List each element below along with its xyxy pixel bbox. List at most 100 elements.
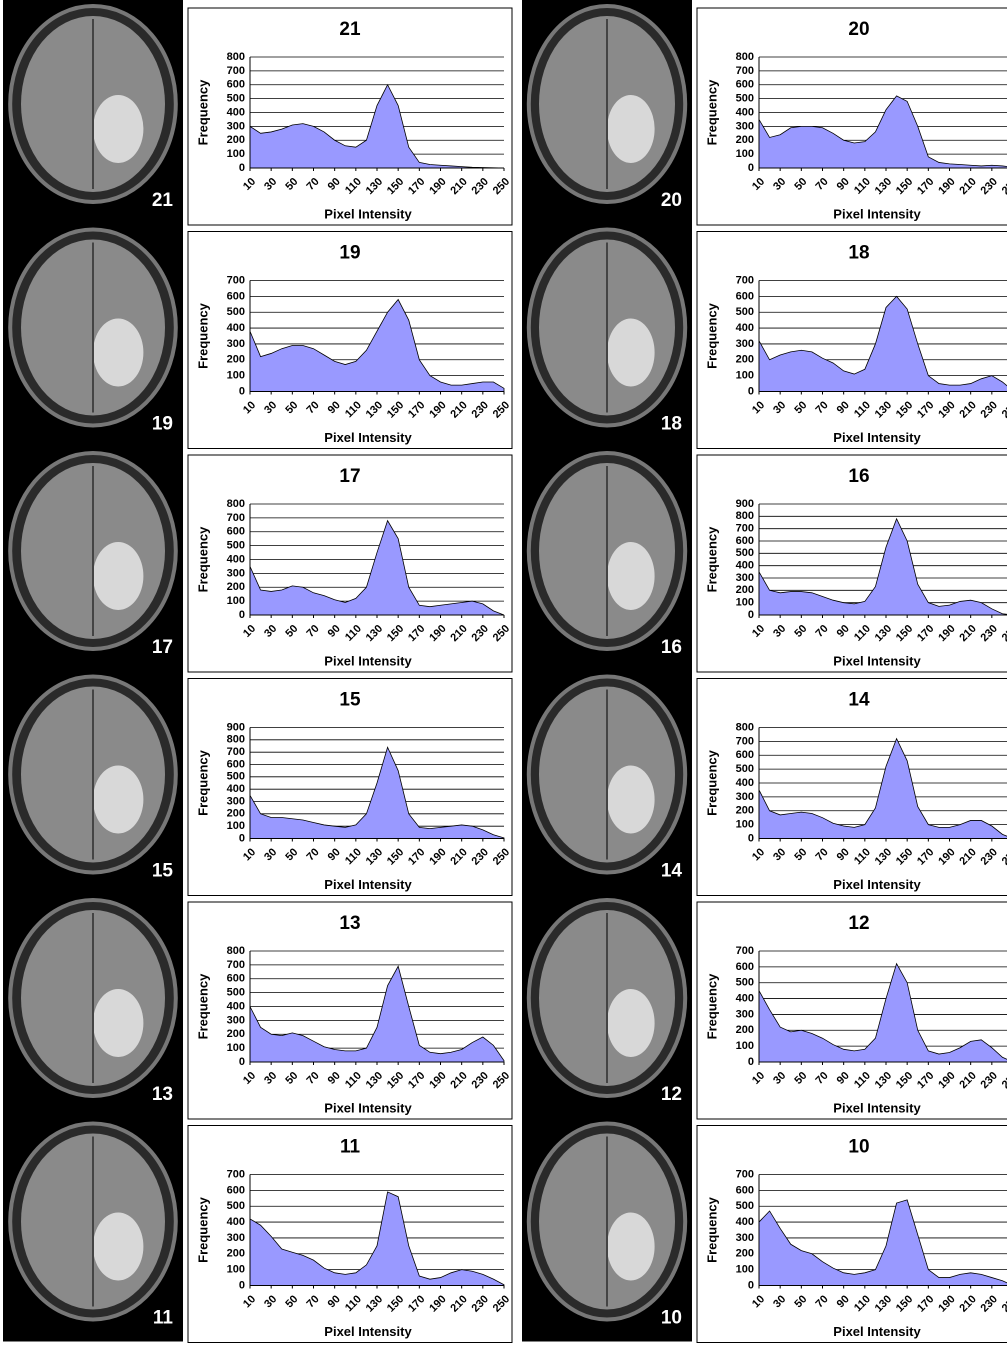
y-tick-label: 600	[736, 79, 754, 91]
y-tick-label: 300	[736, 791, 754, 803]
image-label: 11	[153, 1308, 174, 1329]
image-label: 20	[661, 190, 682, 211]
chart-title: 11	[340, 1137, 361, 1158]
x-axis-label: Pixel Intensity	[833, 206, 921, 221]
y-tick-label: 800	[736, 721, 754, 733]
y-tick-label: 500	[736, 93, 754, 105]
y-tick-label: 700	[736, 945, 754, 957]
y-tick-label: 600	[227, 526, 245, 538]
y-tick-label: 700	[736, 523, 754, 535]
y-tick-label: 700	[227, 1168, 245, 1180]
y-tick-label: 0	[239, 162, 245, 174]
y-tick-label: 700	[227, 65, 245, 77]
x-axis-label: Pixel Intensity	[324, 430, 412, 445]
y-tick-label: 0	[748, 162, 754, 174]
y-tick-label: 400	[736, 106, 754, 118]
y-tick-label: 200	[227, 581, 245, 593]
y-axis-label: Frequency	[704, 79, 719, 146]
y-tick-label: 600	[227, 1184, 245, 1196]
x-axis-label: Pixel Intensity	[324, 1324, 412, 1339]
y-tick-label: 400	[736, 1216, 754, 1228]
lesion	[93, 319, 143, 387]
y-tick-label: 700	[227, 746, 245, 758]
y-tick-label: 700	[227, 274, 245, 286]
y-tick-label: 400	[736, 560, 754, 572]
y-tick-label: 100	[227, 1042, 245, 1054]
y-tick-label: 600	[227, 758, 245, 770]
y-axis-label: Frequency	[704, 526, 719, 593]
chart-title: 13	[339, 913, 360, 934]
y-tick-label: 700	[736, 735, 754, 747]
panel: 1010010020030040050060070010305070901101…	[522, 1118, 1007, 1343]
y-tick-label: 0	[239, 1279, 245, 1291]
panel: 1818010020030040050060070010305070901101…	[522, 224, 1007, 449]
x-axis-label: Pixel Intensity	[833, 430, 921, 445]
y-tick-label: 400	[227, 1000, 245, 1012]
lesion	[607, 766, 655, 834]
chart-title: 14	[848, 690, 870, 711]
lesion	[607, 1213, 655, 1281]
y-tick-label: 0	[239, 385, 245, 397]
y-axis-label: Frequency	[704, 973, 719, 1040]
y-tick-label: 0	[748, 832, 754, 844]
image-label: 13	[152, 1084, 173, 1105]
y-tick-label: 100	[227, 820, 245, 832]
y-tick-label: 100	[736, 597, 754, 609]
y-tick-label: 500	[736, 763, 754, 775]
y-tick-label: 100	[736, 370, 754, 382]
lesion	[607, 989, 655, 1057]
y-tick-label: 700	[227, 959, 245, 971]
y-tick-label: 300	[227, 1232, 245, 1244]
y-tick-label: 600	[736, 535, 754, 547]
y-tick-label: 200	[736, 805, 754, 817]
x-axis-label: Pixel Intensity	[833, 653, 921, 668]
lesion	[607, 95, 655, 163]
y-tick-label: 0	[748, 1056, 754, 1068]
x-axis-label: Pixel Intensity	[833, 877, 921, 892]
y-tick-label: 500	[736, 306, 754, 318]
y-tick-label: 300	[227, 338, 245, 350]
y-tick-label: 200	[736, 1248, 754, 1260]
y-tick-label: 200	[736, 134, 754, 146]
chart-title: 12	[848, 913, 869, 934]
y-tick-label: 100	[227, 148, 245, 160]
y-tick-label: 500	[736, 977, 754, 989]
image-label: 14	[661, 861, 683, 882]
y-tick-label: 800	[736, 51, 754, 63]
lesion	[93, 766, 143, 834]
y-tick-label: 600	[736, 290, 754, 302]
y-axis-label: Frequency	[704, 749, 719, 816]
y-axis-label: Frequency	[195, 973, 210, 1040]
image-label: 17	[152, 637, 173, 658]
y-tick-label: 300	[736, 120, 754, 132]
y-tick-label: 600	[227, 290, 245, 302]
y-tick-label: 0	[748, 385, 754, 397]
chart-title: 17	[339, 466, 360, 487]
y-tick-label: 600	[736, 961, 754, 973]
y-tick-label: 200	[736, 354, 754, 366]
lesion	[93, 542, 143, 610]
y-tick-label: 800	[227, 498, 245, 510]
panel: 1111010020030040050060070010305070901101…	[3, 1118, 512, 1343]
y-axis-label: Frequency	[195, 79, 210, 146]
y-axis-label: Frequency	[195, 749, 210, 816]
y-tick-label: 300	[736, 1232, 754, 1244]
y-tick-label: 400	[227, 106, 245, 118]
y-tick-label: 300	[227, 567, 245, 579]
panel: 2020010020030040050060070080010305070901…	[522, 0, 1007, 225]
x-axis-label: Pixel Intensity	[324, 877, 412, 892]
y-tick-label: 400	[736, 992, 754, 1004]
lesion	[607, 319, 655, 387]
y-tick-label: 400	[227, 553, 245, 565]
y-tick-label: 500	[736, 547, 754, 559]
y-tick-label: 200	[227, 134, 245, 146]
x-axis-label: Pixel Intensity	[833, 1100, 921, 1115]
image-label: 19	[152, 414, 173, 435]
y-tick-label: 200	[227, 1028, 245, 1040]
y-tick-label: 500	[227, 306, 245, 318]
y-tick-label: 500	[227, 93, 245, 105]
y-tick-label: 0	[748, 1279, 754, 1291]
